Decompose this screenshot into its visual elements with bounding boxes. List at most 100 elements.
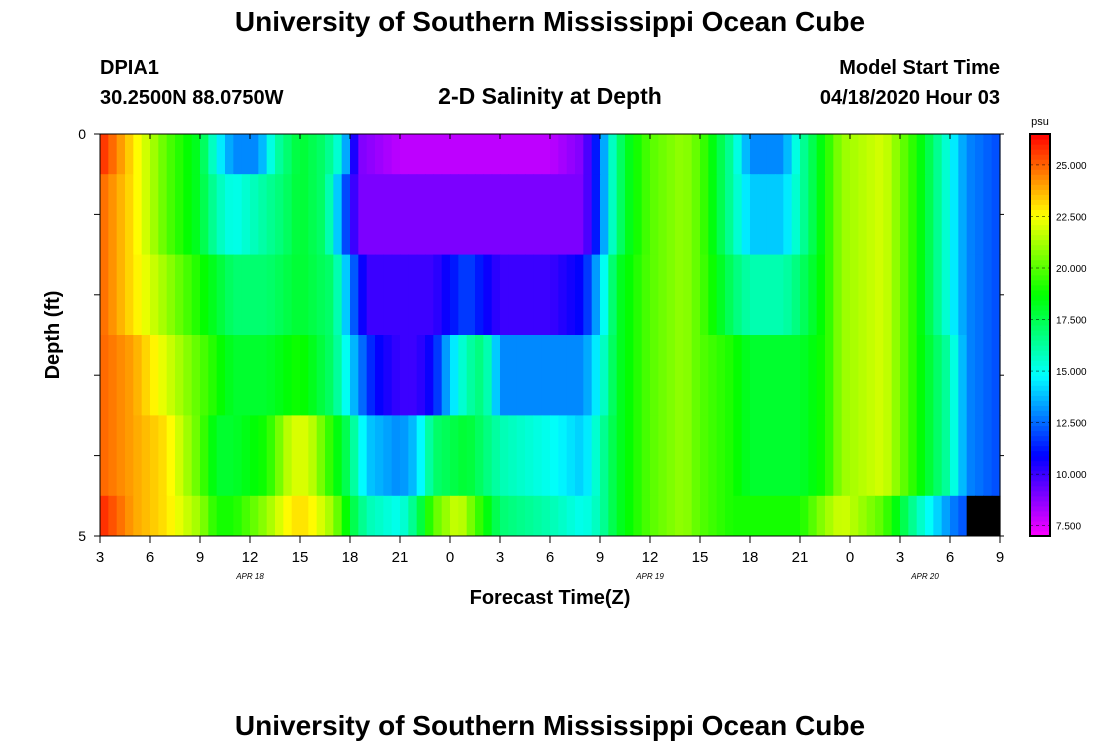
heatmap-cell bbox=[358, 415, 368, 497]
colorbar-segment bbox=[1030, 410, 1050, 417]
heatmap-cell bbox=[925, 335, 934, 416]
heatmap-cell bbox=[616, 174, 626, 255]
heatmap-cell bbox=[333, 254, 343, 336]
heatmap-cell bbox=[991, 254, 1001, 336]
heatmap-cell bbox=[133, 174, 143, 255]
colorbar-segment bbox=[1030, 445, 1050, 452]
heatmap-cell bbox=[216, 335, 226, 416]
heatmap-cell bbox=[550, 415, 559, 497]
heatmap-cell bbox=[291, 415, 301, 497]
heatmap-cell bbox=[516, 174, 526, 255]
heatmap-cell bbox=[400, 415, 409, 497]
heatmap-cell bbox=[233, 335, 243, 416]
heatmap-cell bbox=[766, 415, 776, 497]
heatmap-cell bbox=[541, 174, 551, 255]
heatmap-cell bbox=[866, 495, 876, 537]
heatmap-cell bbox=[341, 335, 351, 416]
heatmap-cell bbox=[266, 254, 276, 336]
heatmap-cell bbox=[183, 415, 193, 497]
heatmap-cell bbox=[883, 134, 893, 175]
date-label: APR 18 bbox=[235, 572, 264, 581]
heatmap-cell bbox=[608, 174, 618, 255]
heatmap-cell bbox=[491, 495, 501, 537]
heatmap-cell bbox=[400, 174, 409, 255]
heatmap-cell bbox=[350, 335, 359, 416]
heatmap-cell bbox=[933, 335, 943, 416]
heatmap-cell bbox=[925, 495, 934, 537]
heatmap-cell bbox=[125, 254, 134, 336]
heatmap-cell bbox=[341, 134, 351, 175]
colorbar-segment bbox=[1030, 269, 1050, 276]
heatmap-cell bbox=[483, 174, 493, 255]
heatmap-cell bbox=[866, 415, 876, 497]
colorbar-segment bbox=[1030, 450, 1050, 457]
colorbar-segment bbox=[1030, 485, 1050, 492]
heatmap-cell bbox=[150, 495, 159, 537]
heatmap-cell bbox=[975, 134, 984, 175]
heatmap-cell bbox=[175, 495, 184, 537]
heatmap-cell bbox=[883, 174, 893, 255]
heatmap-cell bbox=[566, 415, 576, 497]
heatmap-cell bbox=[641, 174, 651, 255]
heatmap-cell bbox=[758, 174, 768, 255]
heatmap-cell bbox=[858, 495, 868, 537]
colorbar-segment bbox=[1030, 365, 1050, 371]
heatmap-cell bbox=[608, 335, 618, 416]
heatmap-cell bbox=[966, 495, 976, 537]
heatmap-cell bbox=[691, 134, 701, 175]
heatmap-cell bbox=[158, 415, 168, 497]
heatmap-cell bbox=[633, 174, 643, 255]
colorbar-segment bbox=[1030, 199, 1050, 205]
colorbar-segment bbox=[1030, 340, 1050, 346]
heatmap-cell bbox=[858, 335, 868, 416]
heatmap-cell bbox=[791, 335, 801, 416]
heatmap-cell bbox=[416, 415, 426, 497]
heatmap-cell bbox=[766, 335, 776, 416]
station-coords: 30.2500N 88.0750W bbox=[100, 87, 284, 109]
heatmap-cell bbox=[325, 174, 334, 255]
colorbar-units: psu bbox=[1031, 116, 1049, 128]
heatmap-cell bbox=[675, 415, 684, 497]
heatmap-cell bbox=[191, 415, 201, 497]
colorbar-segment bbox=[1030, 495, 1050, 502]
heatmap-cell bbox=[900, 335, 909, 416]
heatmap-cell bbox=[791, 174, 801, 255]
heatmap-cell bbox=[991, 134, 1001, 175]
x-tick-label: 6 bbox=[146, 549, 154, 566]
heatmap-cell bbox=[800, 254, 809, 336]
heatmap-cell bbox=[541, 134, 551, 175]
heatmap-cell bbox=[991, 335, 1001, 416]
heatmap-cell bbox=[333, 335, 343, 416]
heatmap-cell bbox=[600, 495, 609, 537]
heatmap-cell bbox=[583, 174, 593, 255]
heatmap-cell bbox=[141, 415, 151, 497]
heatmap-cell bbox=[591, 415, 601, 497]
colorbar-segment bbox=[1030, 179, 1050, 185]
heatmap-cell bbox=[500, 495, 509, 537]
heatmap-cell bbox=[733, 174, 743, 255]
heatmap-cell bbox=[441, 495, 451, 537]
colorbar-segment bbox=[1030, 440, 1050, 447]
heatmap-cell bbox=[933, 134, 943, 175]
heatmap-cell bbox=[891, 254, 901, 336]
heatmap bbox=[100, 134, 1001, 537]
x-tick-label: 12 bbox=[242, 549, 259, 566]
heatmap-cell bbox=[550, 254, 559, 336]
heatmap-cell bbox=[983, 254, 993, 336]
heatmap-cell bbox=[766, 174, 776, 255]
heatmap-cell bbox=[308, 335, 318, 416]
heatmap-cell bbox=[775, 174, 784, 255]
heatmap-cell bbox=[316, 415, 326, 497]
heatmap-cell bbox=[408, 134, 418, 175]
colorbar-segment bbox=[1030, 460, 1050, 467]
heatmap-cell bbox=[258, 174, 268, 255]
colorbar-segment bbox=[1030, 274, 1050, 281]
heatmap-cell bbox=[691, 174, 701, 255]
heatmap-cell bbox=[816, 174, 826, 255]
heatmap-cell bbox=[800, 495, 809, 537]
heatmap-cell bbox=[700, 254, 709, 336]
heatmap-cell bbox=[675, 335, 684, 416]
heatmap-cell bbox=[933, 415, 943, 497]
heatmap-cell bbox=[400, 495, 409, 537]
heatmap-cell bbox=[591, 134, 601, 175]
